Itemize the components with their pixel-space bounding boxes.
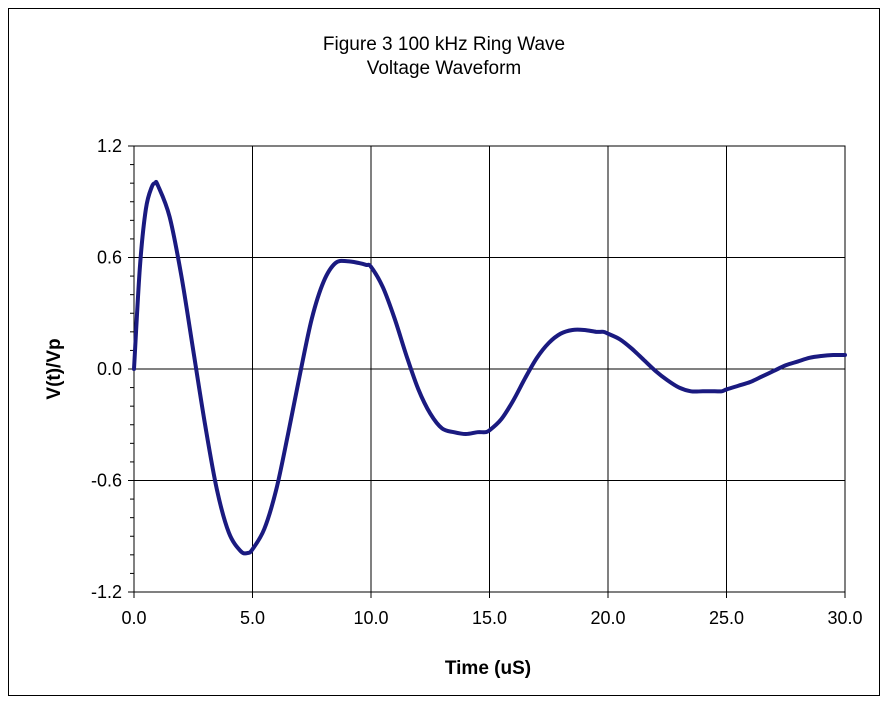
chart-frame — [8, 8, 880, 696]
chart-title: Figure 3 100 kHz Ring Wave — [323, 34, 565, 55]
y-tick-label: 1.2 — [97, 136, 122, 156]
x-axis-title: Time (uS) — [445, 658, 531, 679]
x-tick-label: 5.0 — [240, 608, 265, 628]
series-line — [132, 179, 847, 556]
x-tick-label: 15.0 — [472, 608, 507, 628]
y-axis-title: V(t)/Vp — [44, 338, 65, 399]
x-tick-label: 30.0 — [827, 608, 862, 628]
y-tick-label: 0.0 — [97, 359, 122, 379]
y-tick-label: 0.6 — [97, 248, 122, 268]
chart-subtitle: Voltage Waveform — [367, 58, 522, 79]
axes — [128, 145, 846, 598]
x-tick-label: 10.0 — [353, 608, 388, 628]
tick-labels: 0.0 5.0 10.0 15.0 20.0 25.0 30.0 1.2 0.6 0.0 -0.6 -… — [91, 136, 863, 628]
x-tick-label: 25.0 — [709, 608, 744, 628]
x-tick-label: 0.0 — [121, 608, 146, 628]
x-tick-label: 20.0 — [590, 608, 625, 628]
y-tick-label: -0.6 — [91, 471, 122, 491]
y-tick-label: -1.2 — [91, 582, 122, 602]
